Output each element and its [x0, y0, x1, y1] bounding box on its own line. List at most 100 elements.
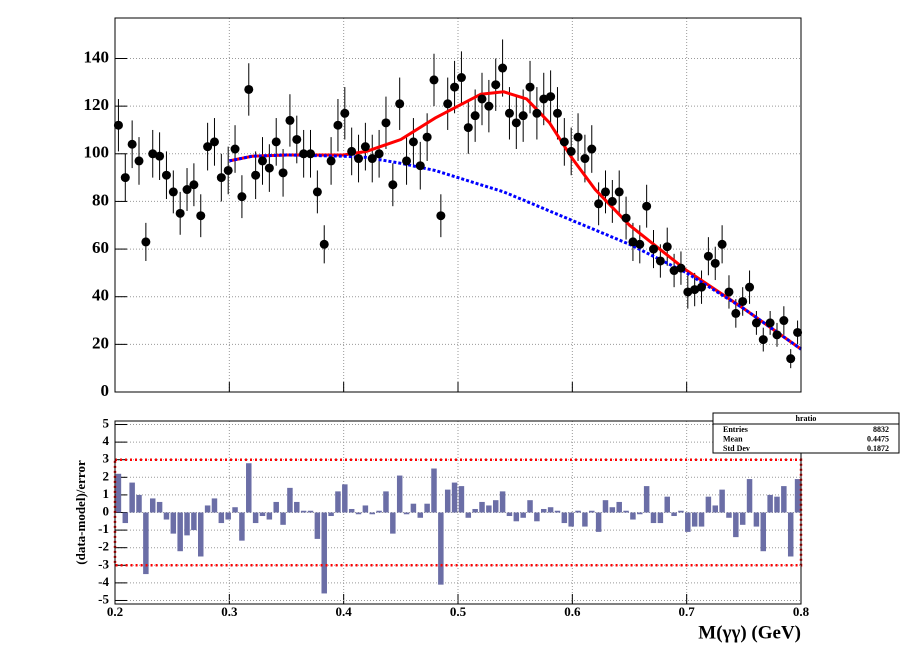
data-point — [456, 73, 466, 83]
y-tick-label: -5 — [98, 591, 109, 606]
residual-bar — [527, 500, 533, 513]
data-point — [155, 151, 165, 161]
data-point — [621, 213, 631, 223]
data-point — [354, 154, 364, 164]
residual-bar — [156, 501, 163, 513]
residual-bar — [657, 512, 664, 524]
data-point — [443, 99, 453, 109]
y-tick-label: 4 — [103, 433, 110, 448]
residual-bar — [753, 512, 760, 527]
data-point — [690, 285, 700, 295]
data-point — [326, 156, 336, 166]
data-point — [244, 84, 254, 94]
residual-bar — [650, 512, 657, 524]
residual-bar — [170, 512, 177, 534]
residual-bar — [609, 507, 616, 513]
x-tick-label: 0.2 — [107, 604, 123, 619]
residual-bar — [705, 496, 712, 513]
data-point — [333, 120, 343, 130]
residual-bar — [396, 475, 403, 513]
residual-bar — [225, 512, 231, 520]
data-point — [669, 266, 679, 276]
residual-bar — [259, 512, 266, 517]
residual-bar — [246, 463, 252, 513]
data-point — [518, 111, 528, 121]
residual-bar — [458, 486, 465, 513]
data-point — [312, 187, 322, 197]
residual-bar — [568, 512, 574, 527]
residual-bar — [410, 503, 417, 513]
residual-bar — [300, 510, 307, 513]
residual-bar — [328, 512, 334, 517]
data-point — [793, 327, 803, 337]
fit-curve — [228, 153, 802, 351]
residual-bar — [115, 473, 122, 513]
data-point — [635, 239, 645, 249]
residual-bar — [321, 512, 327, 594]
data-point — [402, 156, 412, 166]
residual-bar — [623, 510, 629, 513]
residual-bar — [712, 505, 718, 513]
data-point — [470, 111, 480, 121]
stats-label: Mean — [723, 434, 743, 443]
residual-bar — [431, 468, 437, 513]
residual-bar — [760, 512, 767, 552]
residual-bar — [520, 512, 526, 518]
residual-bar — [438, 512, 444, 585]
x-tick-label: 0.8 — [793, 604, 810, 619]
data-point — [683, 287, 693, 297]
data-point — [422, 132, 432, 142]
residual-bar — [719, 489, 725, 513]
x-tick-label: 0.5 — [450, 604, 467, 619]
y-tick-label: 80 — [92, 190, 109, 209]
y-tick-label: 3 — [103, 451, 110, 466]
y-tick-label: 1 — [103, 486, 110, 501]
data-point — [203, 142, 213, 152]
residual-bar — [239, 512, 245, 541]
data-point — [546, 92, 556, 102]
data-point — [717, 239, 727, 249]
residual-bar — [541, 508, 547, 513]
data-point — [642, 201, 652, 211]
y-tick-label: 60 — [92, 238, 109, 257]
residual-bar — [595, 512, 602, 532]
residual-bar — [589, 510, 595, 513]
data-point — [134, 156, 144, 166]
residual-bar — [479, 501, 485, 513]
data-point — [614, 187, 624, 197]
residual-bar — [561, 512, 568, 524]
data-point — [511, 118, 521, 128]
residual-bar — [307, 510, 314, 513]
residual-bar — [630, 512, 636, 520]
residual-bar — [184, 512, 190, 536]
data-point — [594, 199, 604, 209]
stats-label: Std Dev — [723, 444, 750, 453]
residual-bar — [575, 510, 581, 513]
data-point — [477, 94, 487, 104]
y-tick-label: -4 — [98, 574, 109, 589]
data-point — [230, 144, 240, 154]
residual-bar — [534, 512, 540, 522]
data-point — [429, 75, 439, 85]
residual-bar — [787, 512, 794, 557]
residual-bar — [664, 496, 670, 513]
residual-bar — [513, 512, 520, 522]
residual-bar — [403, 512, 410, 515]
residual-bar — [547, 507, 554, 513]
residual-bar — [472, 508, 478, 513]
data-point — [264, 163, 274, 173]
residual-bar — [198, 512, 204, 557]
residual-bar — [698, 512, 705, 527]
data-point — [141, 237, 151, 247]
residual-bar — [280, 512, 286, 525]
plot-frame — [114, 17, 802, 393]
data-point — [738, 296, 748, 306]
stats-value: 0.4475 — [867, 434, 889, 443]
data-point — [299, 149, 309, 159]
stats-title: hratio — [796, 414, 817, 423]
residual-bar — [781, 486, 787, 513]
x-axis-label: M(γγ) (GeV) — [698, 622, 801, 643]
residual-bar — [671, 512, 677, 517]
residual-bar — [232, 507, 238, 513]
